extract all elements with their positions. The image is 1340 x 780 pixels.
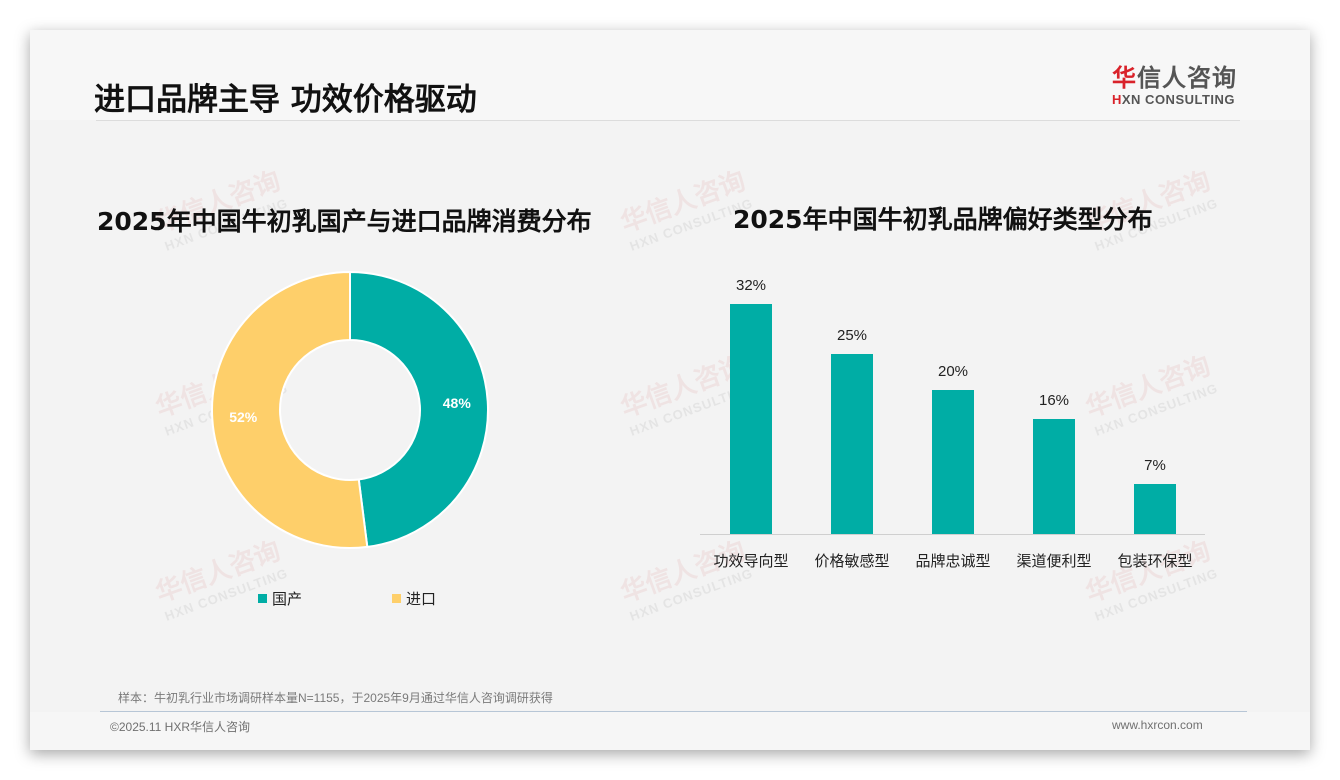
source-note: 样本：牛初乳行业市场调研样本量N=1155，于2025年9月通过华信人咨询调研获…	[118, 691, 553, 705]
bar-chart-title: 2025年中国牛初乳品牌偏好类型分布	[733, 205, 1153, 234]
title-divider	[96, 120, 1240, 121]
company-logo: 华信人咨询 HXN CONSULTING	[1112, 64, 1237, 108]
footer-divider	[100, 711, 1247, 712]
bar-value-label: 7%	[1144, 456, 1166, 474]
x-axis-line	[700, 534, 1205, 535]
bar-value-label: 16%	[1038, 391, 1070, 409]
bar	[1033, 418, 1075, 534]
bar-value-label: 32%	[735, 276, 767, 294]
bar-category-label: 价格敏感型	[814, 553, 890, 570]
donut-segment-1	[211, 270, 369, 549]
logo-cn: 华信人咨询	[1112, 64, 1237, 92]
donut-value-label: 52%	[229, 408, 258, 425]
legend-swatch-domestic	[258, 594, 267, 603]
legend-item-domestic: 国产	[258, 588, 302, 609]
logo-en-accent: H	[1112, 92, 1122, 107]
copyright-text: ©2025.11 HXR华信人咨询	[110, 720, 250, 734]
header-band	[30, 30, 1310, 120]
donut-segment-0	[349, 270, 489, 549]
legend-swatch-import	[392, 594, 401, 603]
bar-value-label: 25%	[836, 327, 868, 344]
bar-value-label: 20%	[937, 363, 969, 380]
slide: 华信人咨询 HXN CONSULTING 华信人咨询 HXN CONSULTING 华信…	[30, 30, 1310, 750]
legend-label-domestic: 国产	[272, 591, 303, 608]
logo-cn-accent: 华	[1112, 64, 1137, 92]
bar-category-label: 包装环保型	[1117, 553, 1193, 570]
logo-en: HXN CONSULTING	[1112, 92, 1237, 108]
donut-chart	[211, 270, 489, 549]
legend-item-import: 进口	[392, 588, 436, 609]
bar-category-label: 渠道便利型	[1016, 553, 1092, 570]
logo-en-text: XN CONSULTING	[1121, 92, 1236, 107]
bar-category-label: 品牌忠诚型	[915, 553, 991, 570]
bar	[1134, 483, 1176, 534]
footer-band	[30, 712, 1310, 750]
bar	[730, 303, 772, 534]
page-title: 进口品牌主导 功效价格驱动	[94, 82, 477, 118]
bar-category-label: 功效导向型	[713, 553, 789, 570]
bar	[831, 354, 873, 534]
donut-value-label: 48%	[442, 395, 471, 412]
logo-cn-text: 信人咨询	[1137, 64, 1237, 92]
donut-chart-title: 2025年中国牛初乳国产与进口品牌消费分布	[97, 207, 592, 236]
bar	[932, 390, 974, 534]
website-link[interactable]: www.hxrcon.com	[1112, 718, 1203, 732]
legend-label-import: 进口	[406, 591, 437, 608]
